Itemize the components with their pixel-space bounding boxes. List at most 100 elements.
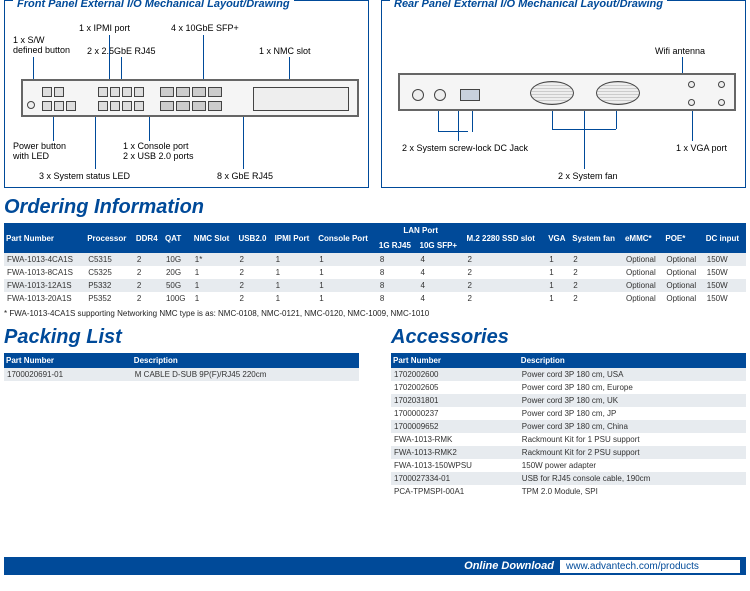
- table-cell: 1: [546, 253, 570, 266]
- table-cell: FWA-1013-RMK2: [391, 446, 519, 459]
- th-qat: QAT: [163, 223, 192, 253]
- table-row: 1700020691-01M CABLE D-SUB 9P(F)/RJ45 22…: [4, 368, 359, 381]
- download-url[interactable]: www.advantech.com/products: [560, 560, 740, 573]
- table-cell: FWA-1013-8CA1S: [4, 266, 85, 279]
- table-row: 1702031801Power cord 3P 180 cm, UK: [391, 394, 746, 407]
- table-cell: 2: [464, 292, 546, 305]
- table-cell: 1: [192, 266, 237, 279]
- table-cell: 150W: [704, 279, 746, 292]
- download-label: Online Download: [464, 560, 554, 572]
- th-1g: 1G RJ45: [377, 238, 418, 253]
- ordering-table: Part Number Processor DDR4 QAT NMC Slot …: [4, 223, 746, 305]
- table-cell: 2: [236, 266, 272, 279]
- table-cell: TPM 2.0 Module, SPI: [519, 485, 746, 498]
- table-cell: 150W: [704, 253, 746, 266]
- table-cell: 1: [316, 253, 377, 266]
- front-panel-diagram: Front Panel External I/O Mechanical Layo…: [4, 0, 369, 188]
- table-cell: 150W power adapter: [519, 459, 746, 472]
- table-cell: Optional: [663, 253, 703, 266]
- callout-25g: 2 x 2.5GbE RJ45: [87, 46, 156, 56]
- callout-nmc-slot: 1 x NMC slot: [259, 46, 311, 56]
- table-row: FWA-1013-RMK2Rackmount Kit for 2 PSU sup…: [391, 446, 746, 459]
- table-cell: Power cord 3P 180 cm, JP: [519, 407, 746, 420]
- table-cell: P5332: [85, 279, 134, 292]
- rear-panel-diagram: Rear Panel External I/O Mechanical Layou…: [381, 0, 746, 188]
- th-pk-desc: Description: [132, 353, 359, 368]
- accessories-table: Part Number Description 1702002600Power …: [391, 353, 746, 498]
- ordering-heading: Ordering Information: [4, 196, 746, 219]
- table-cell: 1: [273, 292, 317, 305]
- table-cell: Power cord 3P 180 cm, China: [519, 420, 746, 433]
- table-cell: 8: [377, 253, 418, 266]
- table-cell: FWA-1013-RMK: [391, 433, 519, 446]
- th-console: Console Port: [316, 223, 377, 253]
- callout-status-led: 3 x System status LED: [39, 171, 130, 181]
- callout-ipmi: 1 x IPMI port: [79, 23, 130, 33]
- table-cell: 1: [546, 292, 570, 305]
- table-cell: 150W: [704, 292, 746, 305]
- table-row: FWA-1013-4CA1SC5315210G1*21184212Optiona…: [4, 253, 746, 266]
- download-bar: Online Download www.advantech.com/produc…: [4, 557, 746, 575]
- table-cell: Optional: [663, 266, 703, 279]
- table-cell: Optional: [663, 279, 703, 292]
- callout-10g-sfp: 4 x 10GbE SFP+: [171, 23, 239, 33]
- table-cell: 1700000237: [391, 407, 519, 420]
- packing-table: Part Number Description 1700020691-01M C…: [4, 353, 359, 381]
- table-cell: 2: [570, 292, 623, 305]
- table-cell: 2: [464, 279, 546, 292]
- table-cell: 1: [316, 292, 377, 305]
- table-row: FWA-1013-8CA1SC5325220G121184212Optional…: [4, 266, 746, 279]
- callout-vga: 1 x VGA port: [676, 143, 727, 153]
- table-cell: 1: [316, 279, 377, 292]
- th-processor: Processor: [85, 223, 134, 253]
- table-cell: Optional: [623, 292, 663, 305]
- th-m2: M.2 2280 SSD slot: [464, 223, 546, 253]
- table-cell: 8: [377, 266, 418, 279]
- callout-8g-rj45: 8 x GbE RJ45: [217, 171, 273, 181]
- table-cell: 2: [570, 266, 623, 279]
- ordering-footnote: * FWA-1013-4CA1S supporting Networking N…: [4, 309, 746, 318]
- th-lan-group: LAN Port: [377, 223, 465, 238]
- table-cell: 1700020691-01: [4, 368, 132, 381]
- table-cell: 1702002600: [391, 368, 519, 381]
- packing-heading: Packing List: [4, 326, 359, 349]
- table-cell: 2: [236, 292, 272, 305]
- table-cell: 2: [464, 253, 546, 266]
- table-cell: 2: [236, 279, 272, 292]
- table-row: 1700027334-01USB for RJ45 console cable,…: [391, 472, 746, 485]
- table-cell: 2: [570, 279, 623, 292]
- table-cell: 2: [570, 253, 623, 266]
- table-cell: 1: [273, 279, 317, 292]
- table-cell: 1702002605: [391, 381, 519, 394]
- table-cell: FWA-1013-4CA1S: [4, 253, 85, 266]
- accessories-heading: Accessories: [391, 326, 746, 349]
- table-cell: 1: [546, 279, 570, 292]
- table-cell: 1700009652: [391, 420, 519, 433]
- table-cell: 150W: [704, 266, 746, 279]
- table-cell: 4: [418, 279, 465, 292]
- table-cell: 4: [418, 266, 465, 279]
- table-cell: 4: [418, 292, 465, 305]
- front-device-outline: [21, 79, 359, 117]
- table-cell: Rackmount Kit for 2 PSU support: [519, 446, 746, 459]
- table-cell: Power cord 3P 180 cm, USA: [519, 368, 746, 381]
- table-row: 1700000237Power cord 3P 180 cm, JP: [391, 407, 746, 420]
- th-fan: System fan: [570, 223, 623, 253]
- table-cell: 2: [134, 253, 163, 266]
- table-cell: 2: [236, 253, 272, 266]
- callout-fan: 2 x System fan: [558, 171, 618, 181]
- table-cell: 20G: [163, 266, 192, 279]
- table-cell: C5315: [85, 253, 134, 266]
- table-cell: C5325: [85, 266, 134, 279]
- table-cell: 2: [134, 292, 163, 305]
- th-10g: 10G SFP+: [418, 238, 465, 253]
- table-cell: 1: [273, 253, 317, 266]
- callout-console-usb: 1 x Console port 2 x USB 2.0 ports: [123, 141, 194, 161]
- table-row: FWA-1013-RMKRackmount Kit for 1 PSU supp…: [391, 433, 746, 446]
- table-cell: M CABLE D-SUB 9P(F)/RJ45 220cm: [132, 368, 359, 381]
- table-cell: FWA-1013-12A1S: [4, 279, 85, 292]
- table-row: 1700009652Power cord 3P 180 cm, China: [391, 420, 746, 433]
- table-row: FWA-1013-150WPSU150W power adapter: [391, 459, 746, 472]
- table-row: FWA-1013-20A1SP53522100G121184212Optiona…: [4, 292, 746, 305]
- table-cell: Power cord 3P 180 cm, UK: [519, 394, 746, 407]
